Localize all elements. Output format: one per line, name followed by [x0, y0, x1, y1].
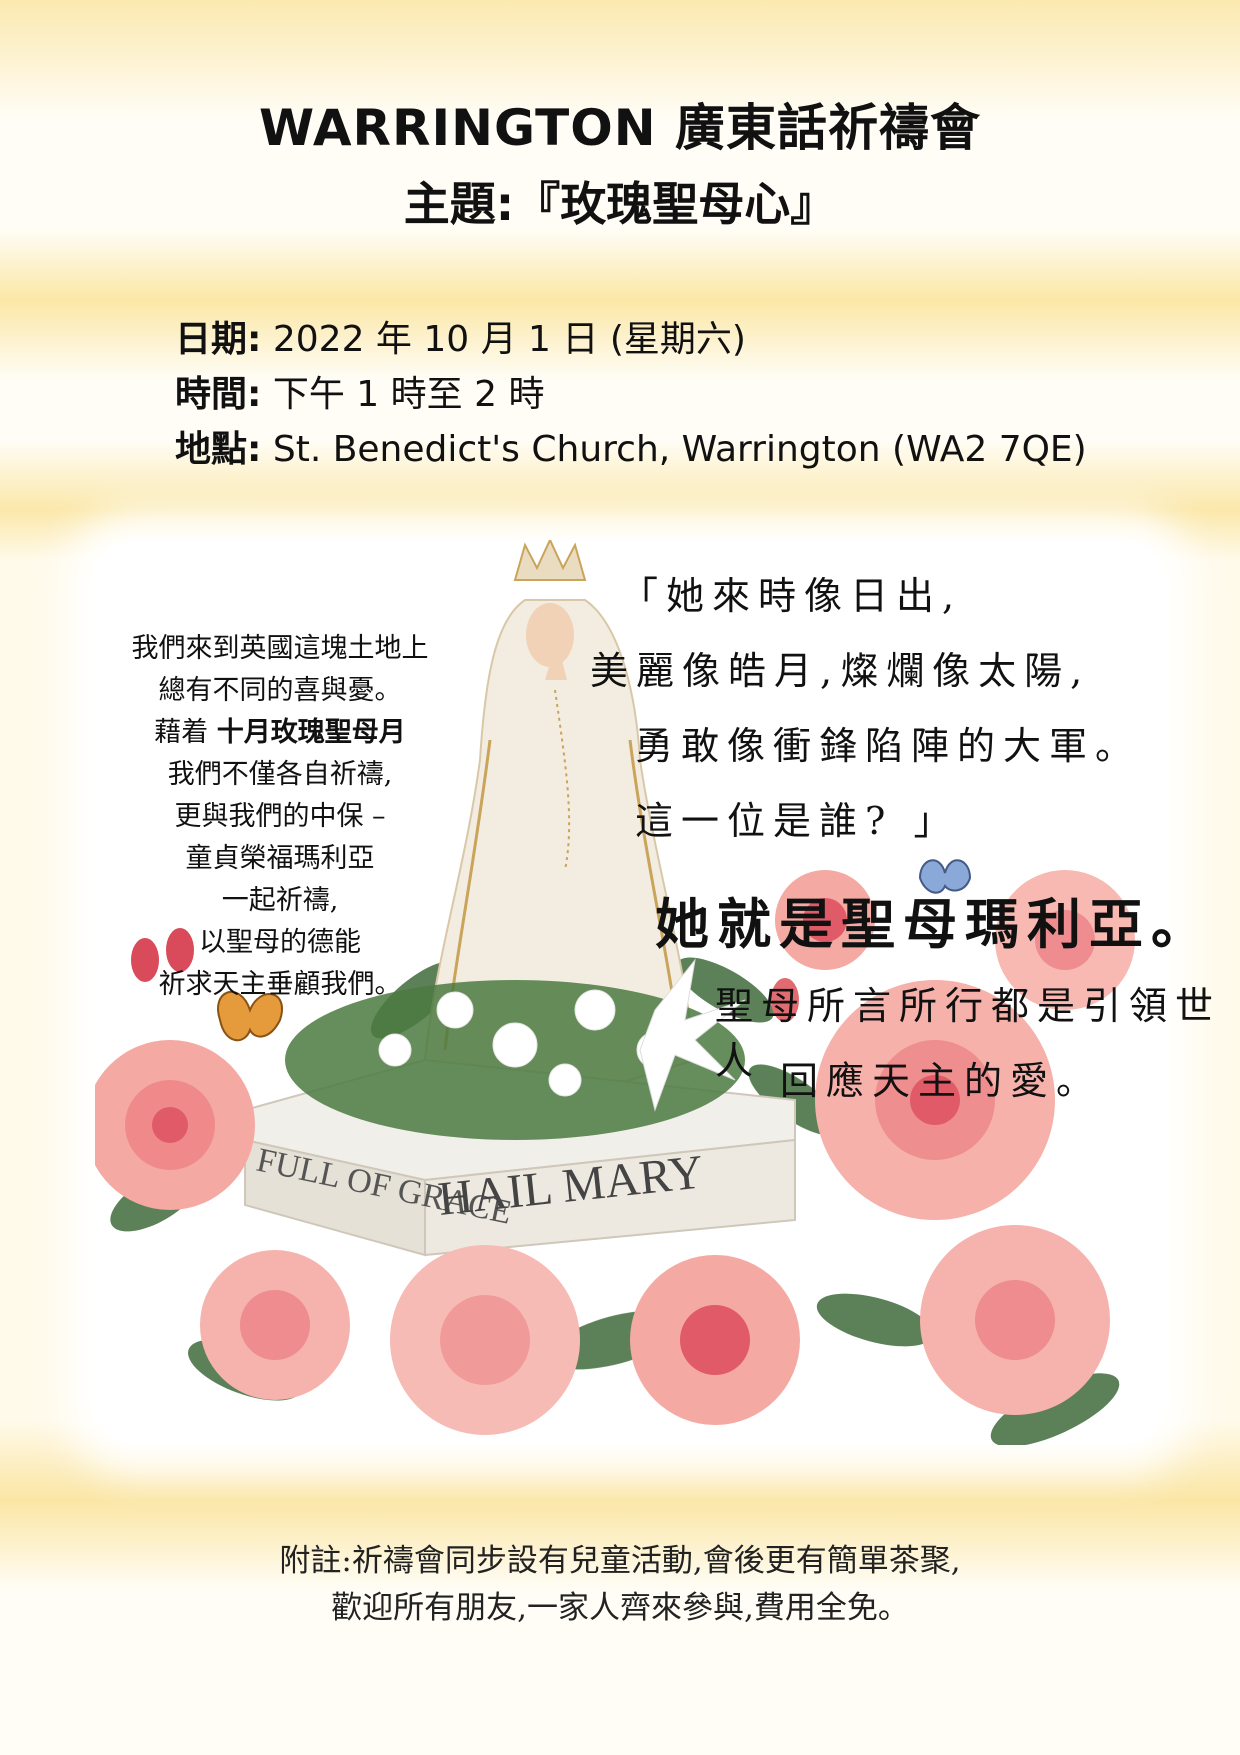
- statue-face: [526, 603, 574, 667]
- place-label: 地點:: [175, 429, 262, 470]
- quote-line-5: 聖母所言所行都是引領世人: [715, 984, 1222, 1083]
- rosary-month-text: 十月玫瑰聖母月: [216, 717, 406, 748]
- reflection-text: 我們來到英國這塊土地上 總有不同的喜與憂。 藉着 十月玫瑰聖母月 我們不僅各自祈…: [85, 628, 475, 1006]
- quote-line-1: 「她來時像日出,: [620, 574, 963, 618]
- place-value: St. Benedict's Church, Warrington (WA2 7…: [272, 429, 1087, 470]
- note-line-1: 附註:祈禱會同步設有兒童活動,會後更有簡單茶聚,: [279, 1543, 961, 1579]
- quote-line-6: 回應天主的愛。: [780, 1059, 1103, 1103]
- reflection-line: 我們來到英國這塊土地上: [131, 633, 429, 664]
- quote-line-2: 美麗像皓月,燦爛像太陽,: [590, 649, 1091, 693]
- date-row: 日期: 2022 年 10 月 1 日 (星期六): [175, 310, 746, 362]
- rose-right-large: [815, 980, 1055, 1220]
- roses: [95, 870, 1135, 1435]
- butterfly-orange-icon: [217, 990, 283, 1042]
- reflection-line: 我們不僅各自祈禱,: [167, 759, 393, 790]
- reflection-line: 更與我們的中保 –: [174, 801, 386, 832]
- flower-arrangement: [285, 958, 746, 1140]
- reflection-line: 一起祈禱,: [221, 885, 339, 916]
- date-label: 日期:: [175, 319, 262, 360]
- reflection-line: 總有不同的喜與憂。: [158, 675, 402, 706]
- rose-bottom-right: [920, 1225, 1110, 1415]
- reflection-line: 祈求天主垂顧我們。: [158, 969, 402, 1000]
- butterfly-blue-icon: [918, 859, 972, 894]
- reflection-line: 童貞榮福瑪利亞: [185, 843, 375, 874]
- date-value: 2022 年 10 月 1 日 (星期六): [272, 319, 746, 360]
- time-row: 時間: 下午 1 時至 2 時: [175, 365, 544, 417]
- reflection-line: 藉着 十月玫瑰聖母月: [154, 717, 406, 748]
- rose-bottom-right-center: [630, 1255, 800, 1425]
- note-line-2: 歡迎所有朋友,一家人齊來參與,費用全免。: [331, 1590, 909, 1626]
- event-title: WARRINGTON 廣東話祈禱會: [258, 99, 982, 157]
- watermark: rawpixel: [102, 1412, 204, 1440]
- time-value: 下午 1 時至 2 時: [272, 374, 545, 415]
- statue-illustration: FULL OF GRACE HAIL MARY: [95, 540, 1135, 1445]
- rose-bottom-left: [200, 1250, 350, 1400]
- quote-line-4: 這一位是誰? 」: [635, 799, 960, 843]
- place-row: 地點: St. Benedict's Church, Warrington (W…: [175, 420, 1087, 472]
- rose-left-large: [95, 1040, 255, 1210]
- rose-mid-right: [775, 870, 875, 970]
- quote-line-3: 勇敢像衝鋒陷陣的大軍。: [635, 724, 1142, 768]
- event-theme: 主題:『玫瑰聖母心』: [403, 177, 837, 231]
- time-label: 時間:: [175, 374, 262, 415]
- rose-bottom-center: [390, 1245, 580, 1435]
- highlight-text: 她就是聖母瑪利亞。: [655, 892, 1213, 956]
- reflection-line: 以聖母的德能: [199, 927, 361, 958]
- crown-icon: [513, 540, 587, 581]
- rose-right-top: [995, 870, 1135, 1010]
- rosebuds: [131, 928, 799, 1022]
